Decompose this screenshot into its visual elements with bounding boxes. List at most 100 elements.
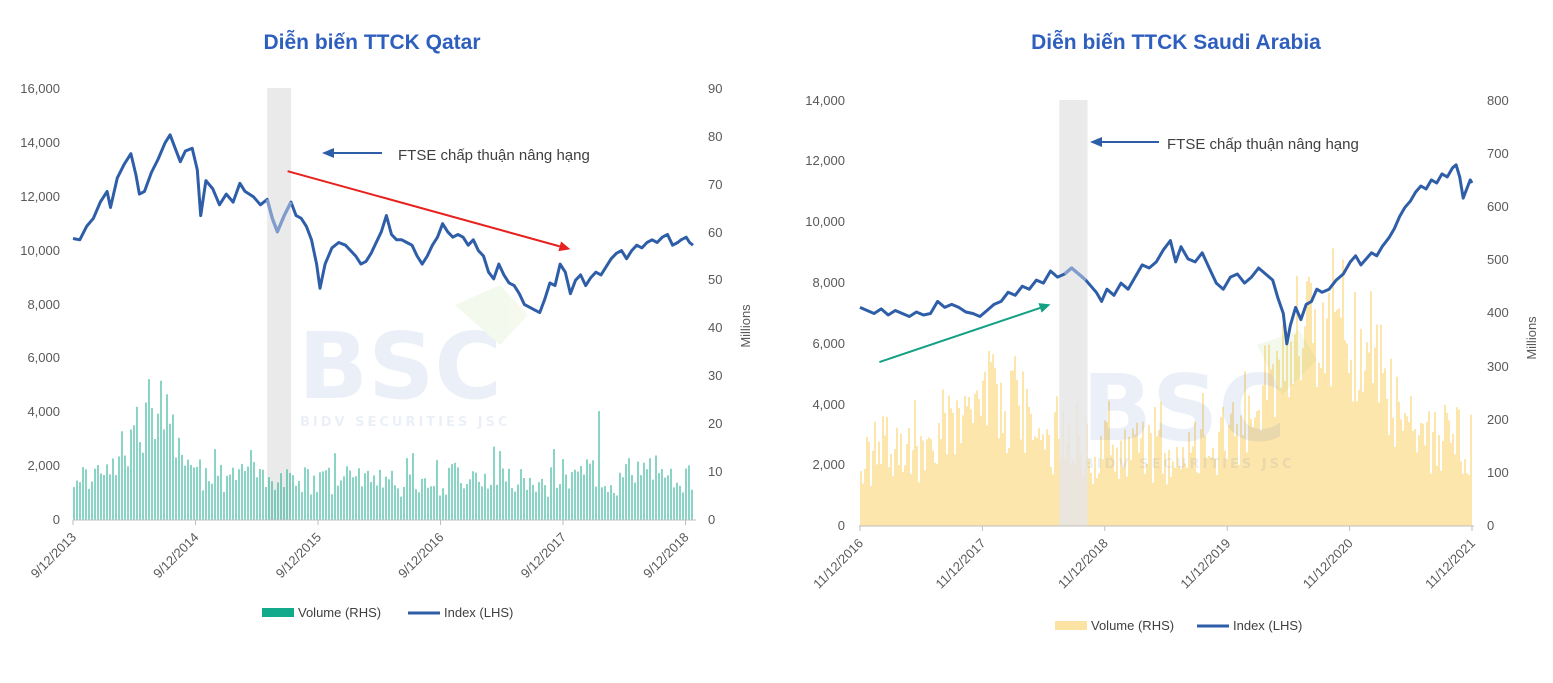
x-tick-label: 9/12/2017 [518, 530, 570, 582]
left-tick-8000: 8,000 [812, 275, 845, 290]
chart-legend: Volume (RHS) Index (LHS) [262, 605, 513, 620]
x-tick-label: 9/12/2014 [150, 530, 202, 582]
left-tick-4000: 4,000 [812, 397, 845, 412]
annotation-text: FTSE chấp thuận nâng hạng [398, 147, 590, 164]
volume-bars [73, 379, 693, 520]
chart-legend: Volume (RHS) Index (LHS) [1055, 618, 1302, 633]
bsc-watermark-logo: BSC BIDV SECURITIES JSC [298, 285, 528, 430]
right-tick-800: 800 [1487, 93, 1509, 108]
chart-title: Diễn biến TTCK Qatar [263, 30, 480, 54]
legend-volume-label: Volume (RHS) [298, 605, 381, 620]
right-tick-40: 40 [708, 320, 722, 335]
right-tick-30: 30 [708, 368, 722, 383]
right-tick-700: 700 [1487, 146, 1509, 161]
annotation-arrow-head-icon [1090, 137, 1102, 147]
right-tick-20: 20 [708, 416, 722, 431]
right-tick-0: 0 [1487, 518, 1494, 533]
annotation-arrow-head-icon [322, 148, 334, 158]
x-axis-ticks: 11/12/2016 11/12/2017 11/12/2018 11/12/2019… [810, 526, 1478, 591]
index-line-highlight [1063, 266, 1087, 282]
left-tick-16000: 16,000 [20, 81, 60, 96]
trend-arrow-shaft [879, 306, 1041, 364]
left-tick-10000: 10,000 [20, 243, 60, 258]
right-tick-50: 50 [708, 272, 722, 287]
left-tick-4000: 4,000 [27, 404, 60, 419]
legend-volume-swatch [1055, 621, 1087, 630]
watermark-logo-text: BSC [1082, 355, 1286, 462]
right-axis-title: Millions [738, 304, 753, 348]
left-tick-14000: 14,000 [805, 93, 845, 108]
qatar-chart: Diễn biến TTCK Qatar BSC BIDV SECURITIES… [20, 30, 753, 620]
right-axis-title: Millions [1524, 316, 1539, 360]
index-line-path [72, 133, 694, 315]
x-tick-label: 9/12/2013 [28, 530, 80, 582]
left-tick-2000: 2,000 [27, 458, 60, 473]
x-tick-label: 11/12/2016 [810, 536, 866, 592]
x-tick-label: 11/12/2021 [1422, 536, 1478, 592]
right-axis-labels: 0 100 200 300 400 500 600 700 800 Millio… [1487, 93, 1539, 533]
qatar-chart-panel: Diễn biến TTCK Qatar BSC BIDV SECURITIES… [0, 0, 776, 683]
watermark-tagline: BIDV SECURITIES JSC [1084, 457, 1295, 472]
right-tick-60: 60 [708, 225, 722, 240]
x-tick-label: 9/12/2018 [640, 530, 692, 582]
index-line-path [859, 163, 1474, 346]
ftse-annotation: FTSE chấp thuận nâng hạng [1090, 136, 1359, 153]
left-tick-14000: 14,000 [20, 135, 60, 150]
left-tick-12000: 12,000 [805, 153, 845, 168]
left-tick-0: 0 [838, 518, 845, 533]
x-tick-label: 9/12/2016 [395, 530, 447, 582]
saudi-chart: Diễn biến TTCK Saudi Arabia BSC BIDV SEC… [805, 30, 1539, 633]
x-tick-label: 11/12/2019 [1177, 536, 1233, 592]
left-tick-10000: 10,000 [805, 214, 845, 229]
right-tick-300: 300 [1487, 359, 1509, 374]
upgrade-period-band [1059, 100, 1088, 526]
upgrade-period-band [267, 88, 292, 520]
right-tick-90: 90 [708, 81, 722, 96]
bsc-watermark-logo: BSC BIDV SECURITIES JSC [1082, 330, 1317, 472]
left-tick-8000: 8,000 [27, 297, 60, 312]
index-line-highlight [265, 198, 293, 234]
legend-volume-swatch [262, 608, 294, 617]
x-tick-label: 11/12/2020 [1300, 536, 1356, 592]
x-tick-label: 11/12/2018 [1055, 536, 1111, 592]
index-line [72, 133, 694, 315]
right-tick-600: 600 [1487, 199, 1509, 214]
downtrend-arrow [287, 170, 571, 252]
legend-index-label: Index (LHS) [1233, 618, 1302, 633]
left-tick-12000: 12,000 [20, 189, 60, 204]
right-tick-80: 80 [708, 129, 722, 144]
right-tick-70: 70 [708, 177, 722, 192]
highlight-band-rect [267, 88, 292, 520]
x-axis-ticks: 9/12/2013 9/12/2014 9/12/2015 9/12/2016 9/12… [28, 520, 692, 581]
x-tick-label: 9/12/2015 [273, 530, 325, 582]
index-line [859, 163, 1474, 346]
right-tick-200: 200 [1487, 412, 1509, 427]
trend-arrow-head-icon [558, 241, 571, 252]
highlight-band-rect [1059, 100, 1088, 526]
ftse-annotation: FTSE chấp thuận nâng hạng [322, 147, 590, 164]
left-axis-labels: 0 2,000 4,000 6,000 8,000 10,000 12,000 … [805, 93, 845, 533]
trend-arrow-head-icon [1038, 303, 1051, 313]
right-tick-500: 500 [1487, 252, 1509, 267]
left-tick-6000: 6,000 [812, 336, 845, 351]
right-tick-0: 0 [708, 512, 715, 527]
left-axis-labels: 0 2,000 4,000 6,000 8,000 10,000 12,000 … [20, 81, 60, 527]
saudi-chart-panel: Diễn biến TTCK Saudi Arabia BSC BIDV SEC… [777, 0, 1553, 683]
left-tick-6000: 6,000 [27, 350, 60, 365]
legend-volume-label: Volume (RHS) [1091, 618, 1174, 633]
watermark-tagline: BIDV SECURITIES JSC [300, 415, 511, 430]
annotation-text: FTSE chấp thuận nâng hạng [1167, 136, 1359, 153]
trend-arrow-shaft [287, 170, 561, 248]
left-tick-2000: 2,000 [812, 457, 845, 472]
left-tick-0: 0 [53, 512, 60, 527]
right-axis-labels: 0 10 20 30 40 50 60 70 80 90 Millions [708, 81, 753, 527]
uptrend-arrow [879, 303, 1051, 364]
x-tick-label: 11/12/2017 [933, 536, 989, 592]
watermark-logo-text: BSC [298, 313, 502, 420]
chart-title: Diễn biến TTCK Saudi Arabia [1031, 30, 1321, 54]
legend-index-label: Index (LHS) [444, 605, 513, 620]
right-tick-100: 100 [1487, 465, 1509, 480]
volume-bars [860, 248, 1472, 526]
right-tick-10: 10 [708, 464, 722, 479]
right-tick-400: 400 [1487, 305, 1509, 320]
